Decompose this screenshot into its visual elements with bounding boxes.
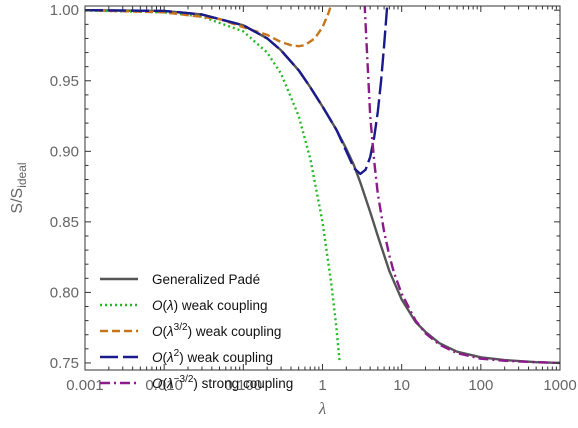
series-line-3 [85,6,389,176]
x-tick-label: 1000 [543,377,576,394]
legend: Generalized Padé O(λ) weak coupling O(λ3/2… [100,272,293,391]
x-tick-label: 0.001 [66,377,104,394]
legend-entry-0: Generalized Padé [152,272,260,287]
y-tick-label: 0.75 [50,355,79,372]
y-tick-label: 0.95 [50,73,79,90]
y-tick-label: 0.90 [50,143,79,160]
plot-frame [84,5,561,371]
y-tick-label: 1.00 [50,2,79,19]
x-tick-label: 1 [318,377,326,394]
x-axis-label: λ [318,399,326,418]
y-tick-label: 0.85 [50,214,79,231]
x-tick-label: 10 [393,377,410,394]
x-tick-label: 0.010 [145,377,183,394]
x-tick-label: 0.100 [225,377,263,394]
legend-entry-1: O(λ) weak coupling [152,298,267,313]
y-axis-label: S/Sideal [9,162,29,213]
y-tick-label: 0.80 [50,284,79,301]
tick-layer: 0.001 0.010 0.100 1 10 100 1000 0.75 0.80 0.85 0.9… [50,2,577,394]
series-line-4 [363,6,560,365]
series-layer [85,6,560,365]
x-tick-label: 100 [468,377,493,394]
series-line-2 [85,6,332,48]
legend-entry-4: O(λ−3/2) strong coupling [152,374,293,391]
legend-entry-3: O(λ2) weak coupling [152,348,273,365]
legend-entry-2: O(λ3/2) weak coupling [152,322,281,339]
